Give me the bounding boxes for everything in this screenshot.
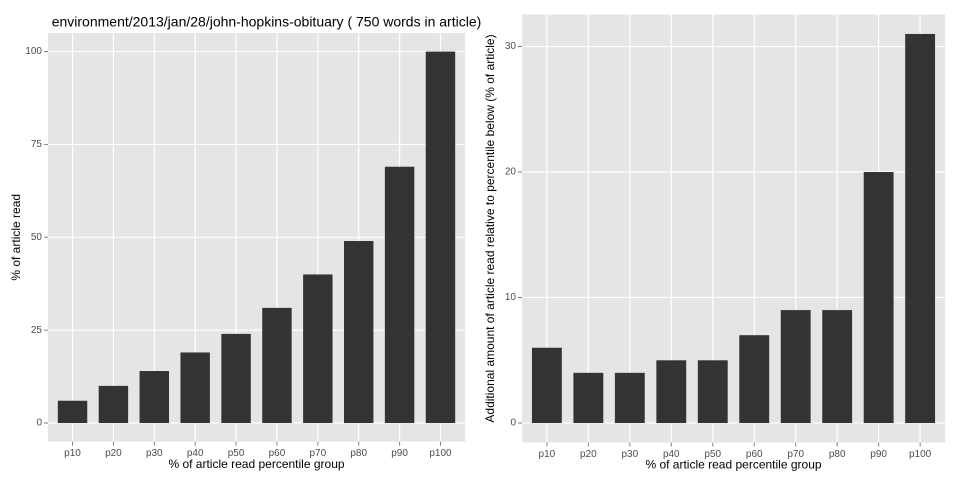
y-tick-label: 25 — [31, 325, 43, 336]
bar — [863, 172, 894, 424]
x-tick-label: p90 — [391, 448, 408, 459]
y-tick-label: 75 — [31, 139, 43, 150]
bar — [739, 335, 770, 424]
x-tick-label: p60 — [269, 448, 286, 459]
bar — [221, 333, 251, 424]
bar — [822, 310, 853, 424]
x-tick-label: p50 — [704, 449, 721, 460]
chart-title: environment/2013/jan/28/john-hopkins-obi… — [52, 14, 482, 30]
x-tick-label: p30 — [146, 448, 163, 459]
x-tick-label: p100 — [429, 448, 452, 459]
bar — [531, 347, 562, 424]
x-tick-label: p30 — [621, 449, 638, 460]
y-tick-label: 100 — [25, 46, 42, 57]
x-tick-label: p40 — [187, 448, 204, 459]
y-tick-label: 30 — [505, 41, 517, 52]
bar — [614, 372, 645, 424]
y-tick-label: 0 — [510, 418, 516, 429]
bar — [656, 360, 687, 424]
bar — [303, 274, 333, 424]
y-tick-label: 50 — [31, 232, 43, 243]
bar — [384, 166, 415, 424]
x-tick-label: p10 — [539, 449, 556, 460]
bar — [343, 241, 374, 424]
x-tick-label: p50 — [228, 448, 245, 459]
y-axis-title: % of article read — [9, 194, 23, 281]
bar — [262, 307, 292, 424]
x-tick-label: p80 — [829, 449, 846, 460]
x-tick-label: p70 — [309, 448, 326, 459]
x-axis-title: % of article read percentile group — [168, 457, 344, 471]
x-tick-label: p100 — [909, 449, 932, 460]
y-axis-title: Additional amount of article read relati… — [483, 34, 497, 422]
bar — [180, 352, 210, 424]
y-tick-label: 0 — [36, 418, 42, 429]
y-tick-label: 20 — [505, 167, 517, 178]
bar — [139, 371, 170, 424]
x-tick-label: p20 — [105, 448, 122, 459]
x-tick-label: p20 — [580, 449, 597, 460]
x-tick-label: p60 — [746, 449, 763, 460]
bar — [905, 33, 936, 424]
x-tick-label: p90 — [870, 449, 887, 460]
x-tick-label: p80 — [350, 448, 367, 459]
bar — [780, 310, 811, 424]
y-tick-label: 10 — [505, 292, 517, 303]
bar — [57, 400, 88, 424]
x-tick-label: p40 — [663, 449, 680, 460]
bar — [573, 372, 604, 424]
bar — [697, 360, 728, 424]
x-tick-label: p70 — [787, 449, 804, 460]
bar — [98, 385, 129, 424]
x-axis-title: % of article read percentile group — [645, 458, 821, 472]
x-tick-label: p10 — [64, 448, 81, 459]
bar — [425, 51, 456, 424]
